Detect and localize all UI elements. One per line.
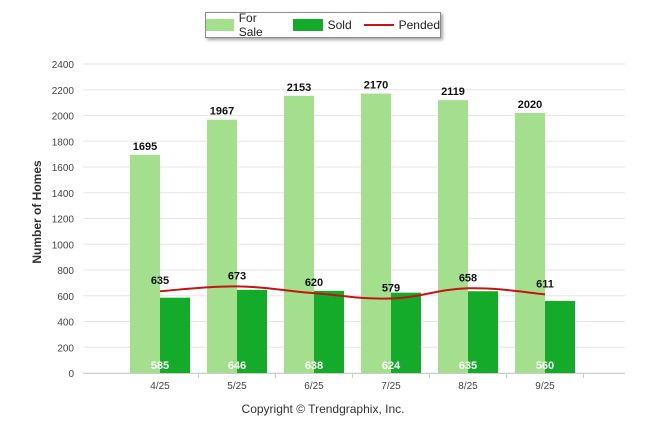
y-tick-label: 1000 xyxy=(52,240,75,251)
x-tick-label: 4/25 xyxy=(150,381,170,392)
line-pended xyxy=(159,285,546,300)
data-label-for-sale: 2153 xyxy=(287,82,311,94)
y-tick-label: 400 xyxy=(57,318,74,329)
data-label-pended: 620 xyxy=(305,277,323,289)
data-label-sold: 585 xyxy=(151,360,169,372)
y-tick-label: 2000 xyxy=(52,112,75,123)
x-tick-label: 5/25 xyxy=(227,381,247,392)
bar-for-sale xyxy=(515,112,545,374)
bar-for-sale xyxy=(438,100,468,374)
x-tick-label: 6/25 xyxy=(304,381,324,392)
legend-label-for-sale: For Sale xyxy=(238,11,263,39)
data-label-sold: 635 xyxy=(459,360,477,372)
bar-sold xyxy=(468,291,498,373)
data-label-pended: 673 xyxy=(228,270,246,282)
data-label-sold: 646 xyxy=(228,360,246,372)
y-tick-label: 1400 xyxy=(52,189,75,200)
legend-swatch-pended xyxy=(363,24,394,26)
data-label-for-sale: 1967 xyxy=(210,106,234,118)
legend-label-pended: Pended xyxy=(398,18,440,32)
legend-swatch-sold xyxy=(292,19,323,31)
data-label-sold: 560 xyxy=(536,360,554,372)
bar-for-sale xyxy=(207,119,237,373)
bar-sold xyxy=(314,290,344,373)
data-label-pended: 658 xyxy=(459,272,477,284)
y-tick-label: 1800 xyxy=(52,137,75,148)
bar-sold xyxy=(545,300,575,373)
data-label-for-sale: 1695 xyxy=(133,141,157,153)
data-label-for-sale: 2119 xyxy=(441,86,465,98)
y-tick-label: 1200 xyxy=(52,215,75,226)
data-label-for-sale: 2170 xyxy=(364,80,388,92)
y-tick-label: 1600 xyxy=(52,163,75,174)
data-label-pended: 611 xyxy=(536,278,554,290)
bar-sold xyxy=(160,297,190,373)
y-tick-label: 600 xyxy=(57,292,74,303)
legend: For Sale Sold Pended xyxy=(205,11,441,39)
legend-item-pended[interactable]: Pended xyxy=(363,18,440,32)
x-tick-label: 9/25 xyxy=(535,381,555,392)
copyright-text: Copyright © Trendgraphix, Inc. xyxy=(241,402,405,416)
y-tick-label: 200 xyxy=(57,343,74,354)
data-label-pended: 579 xyxy=(382,282,400,294)
bar-for-sale xyxy=(284,95,314,374)
x-tick-label: 7/25 xyxy=(381,381,401,392)
legend-label-sold: Sold xyxy=(327,18,352,32)
data-label-for-sale: 2020 xyxy=(518,99,542,111)
bar-sold xyxy=(391,292,421,373)
data-label-sold: 638 xyxy=(305,360,323,372)
y-tick-label: 0 xyxy=(68,369,74,380)
y-tick-label: 2200 xyxy=(52,86,75,97)
legend-item-sold[interactable]: Sold xyxy=(292,18,352,32)
y-tick-label: 2400 xyxy=(52,60,75,71)
legend-item-for-sale[interactable]: For Sale xyxy=(206,11,281,39)
x-tick-label: 8/25 xyxy=(458,381,478,392)
legend-swatch-for-sale xyxy=(206,19,234,31)
data-label-sold: 624 xyxy=(382,360,401,372)
bar-for-sale xyxy=(130,154,160,373)
bar-sold xyxy=(237,289,267,373)
y-tick-label: 800 xyxy=(57,266,74,277)
bar-for-sale xyxy=(361,93,391,374)
data-label-pended: 635 xyxy=(151,275,169,287)
